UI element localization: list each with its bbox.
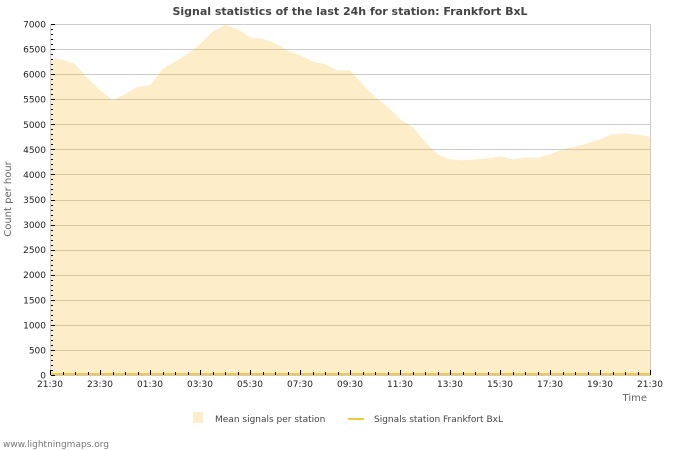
y-tick-label: 6500 (23, 46, 46, 56)
y-tick-label: 4500 (23, 146, 46, 156)
x-tick-label: 23:30 (87, 380, 113, 390)
x-tick-label: 15:30 (487, 380, 513, 390)
x-axis: 21:30 23:30 01:30 03:30 05:30 07:30 09:30 11:30… (37, 370, 663, 390)
legend-label-mean-signals: Mean signals per station (215, 415, 325, 425)
x-tick-label: 07:30 (287, 380, 313, 390)
x-tick-label: 13:30 (437, 380, 463, 390)
y-tick-label: 1000 (23, 321, 46, 331)
y-axis: 0 500 1000 1500 2000 2500 3000 3500 4000 4500 5000… (23, 21, 55, 382)
y-tick-label: 3500 (23, 196, 46, 206)
x-tick-label: 21:30 (637, 380, 663, 390)
x-tick-label: 11:30 (387, 380, 413, 390)
y-tick-label: 3000 (23, 221, 46, 231)
y-tick-label: 5500 (23, 96, 46, 106)
y-tick-label: 4000 (23, 171, 46, 181)
x-tick-label: 05:30 (237, 380, 263, 390)
y-tick-label: 2000 (23, 271, 46, 281)
credit-link[interactable]: www.lightningmaps.org (3, 440, 109, 450)
legend-swatch-mean-signals (193, 412, 203, 423)
x-tick-label: 17:30 (537, 380, 563, 390)
y-tick-label: 6000 (23, 71, 46, 81)
x-tick-label: 19:30 (587, 380, 613, 390)
y-axis-label: Count per hour (3, 160, 14, 236)
y-tick-label: 1500 (23, 296, 46, 306)
y-tick-label: 500 (29, 346, 46, 356)
y-tick-label: 2500 (23, 246, 46, 256)
legend: Mean signals per station Signals station… (193, 412, 503, 425)
x-tick-label: 21:30 (37, 380, 63, 390)
y-tick-label: 5000 (23, 121, 46, 131)
chart-title: Signal statistics of the last 24h for st… (172, 5, 527, 18)
x-tick-label: 09:30 (337, 380, 363, 390)
x-tick-label: 03:30 (187, 380, 213, 390)
x-axis-label: Time (622, 393, 647, 404)
y-tick-label: 0 (40, 372, 46, 382)
plot-area: 0 500 1000 1500 2000 2500 3000 3500 4000 4500 5000… (23, 21, 663, 391)
legend-label-station-signals: Signals station Frankfort BxL (374, 415, 503, 425)
x-tick-label: 01:30 (137, 380, 163, 390)
y-tick-label: 7000 (23, 21, 46, 31)
